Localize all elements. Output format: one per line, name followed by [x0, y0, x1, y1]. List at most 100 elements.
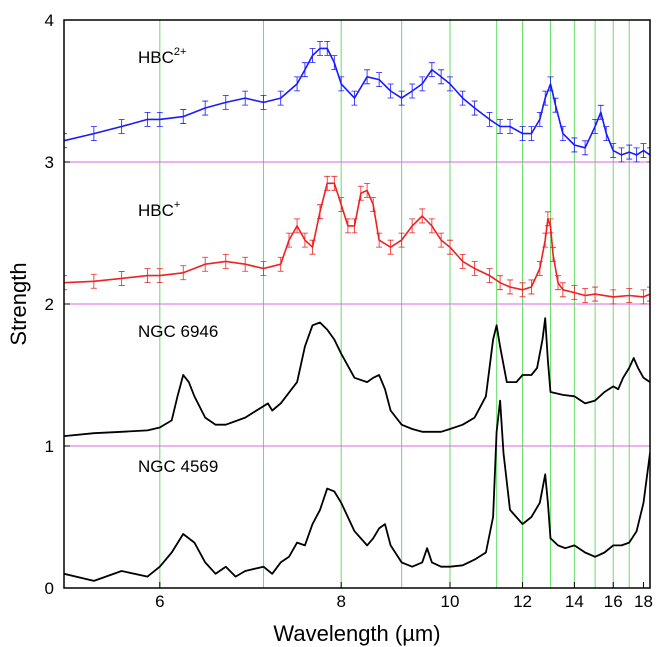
error-bar	[618, 147, 625, 163]
error-bar	[428, 218, 435, 234]
error-bar	[409, 83, 416, 99]
error-bar	[222, 94, 229, 110]
error-bar	[447, 76, 454, 92]
error-bar	[118, 119, 125, 134]
error-bar	[364, 69, 371, 85]
error-bar	[536, 112, 543, 127]
error-bar	[555, 275, 562, 291]
error-bar	[459, 90, 466, 106]
series-label: HBC+	[138, 199, 180, 220]
error-bar	[351, 90, 358, 106]
error-bar	[309, 239, 316, 255]
error-bar	[447, 239, 454, 255]
error-bar	[294, 218, 301, 234]
series-labels: HBC2+ HBC+ NGC 6946 NGC 4569	[138, 46, 218, 476]
error-bar	[324, 175, 331, 191]
error-bar	[338, 197, 345, 212]
error-bar	[64, 275, 67, 291]
error-bar	[90, 273, 97, 289]
error-bar	[180, 265, 187, 281]
error-bar	[294, 76, 301, 92]
error-bar	[592, 119, 599, 134]
error-bar	[542, 90, 549, 106]
error-bar	[301, 62, 308, 78]
y-tick-label: 4	[45, 11, 54, 30]
error-bar	[370, 197, 377, 212]
series-line	[64, 317, 650, 437]
error-bar	[438, 232, 445, 248]
error-bar	[344, 218, 351, 234]
error-bar	[550, 246, 557, 262]
error-bar	[647, 147, 650, 163]
y-tick-label: 3	[45, 153, 54, 172]
error-bar	[640, 289, 647, 305]
error-bar	[571, 285, 578, 301]
error-bar	[536, 261, 543, 276]
error-bar	[582, 140, 589, 156]
error-bar	[610, 289, 617, 305]
error-bar	[592, 286, 599, 302]
error-bar	[309, 48, 316, 63]
error-bar	[376, 72, 383, 88]
error-bar	[202, 100, 209, 116]
error-bar	[64, 133, 67, 149]
y-axis-title: Strength	[6, 262, 31, 345]
error-bar	[277, 256, 284, 272]
error-bar	[428, 62, 435, 78]
error-bar	[398, 232, 405, 248]
error-bar	[471, 261, 478, 276]
error-bar	[260, 94, 267, 110]
series-2	[64, 175, 650, 305]
series-layer	[64, 41, 650, 582]
error-bar	[118, 271, 125, 286]
error-bar	[331, 175, 338, 191]
error-bar	[471, 100, 478, 116]
x-tick-label: 18	[634, 592, 653, 611]
error-bar	[547, 218, 554, 234]
series-3	[64, 317, 650, 437]
error-bar	[338, 76, 345, 92]
error-bar	[156, 112, 163, 127]
error-bar	[507, 279, 514, 295]
error-bar	[519, 282, 526, 298]
error-bar	[626, 144, 633, 160]
error-bar	[277, 90, 284, 106]
error-bar	[582, 288, 589, 303]
x-tick-label: 10	[441, 592, 460, 611]
error-bar	[316, 41, 323, 56]
error-bar	[547, 76, 554, 92]
error-bar	[507, 119, 514, 134]
error-bar	[351, 218, 358, 234]
error-bar	[597, 104, 604, 120]
error-bar	[364, 183, 371, 198]
error-bar	[497, 119, 504, 134]
error-bar	[647, 286, 650, 302]
x-tick-label: 8	[336, 592, 345, 611]
error-bar	[222, 254, 229, 269]
error-bar	[144, 112, 151, 127]
error-bar	[459, 254, 466, 269]
error-bar	[497, 275, 504, 291]
error-bar	[324, 41, 331, 56]
error-bar	[202, 256, 209, 272]
error-bar	[144, 268, 151, 283]
x-axis-title: Wavelength (µm)	[273, 621, 440, 646]
error-bar	[357, 185, 364, 201]
error-bar	[603, 126, 610, 141]
error-bar	[387, 83, 394, 99]
error-bar	[626, 288, 633, 303]
error-bar	[156, 268, 163, 283]
error-bar	[640, 143, 647, 159]
error-bar	[571, 137, 578, 153]
error-bar	[398, 90, 405, 106]
series-label: HBC2+	[138, 46, 186, 67]
x-tick-label: 16	[604, 592, 623, 611]
x-tick-label: 12	[513, 592, 532, 611]
error-bar	[519, 126, 526, 141]
x-tick-label: 14	[565, 592, 584, 611]
error-bar	[528, 279, 535, 295]
error-bar	[376, 232, 383, 248]
error-bar	[486, 112, 493, 127]
y-tick-label: 1	[45, 437, 54, 456]
